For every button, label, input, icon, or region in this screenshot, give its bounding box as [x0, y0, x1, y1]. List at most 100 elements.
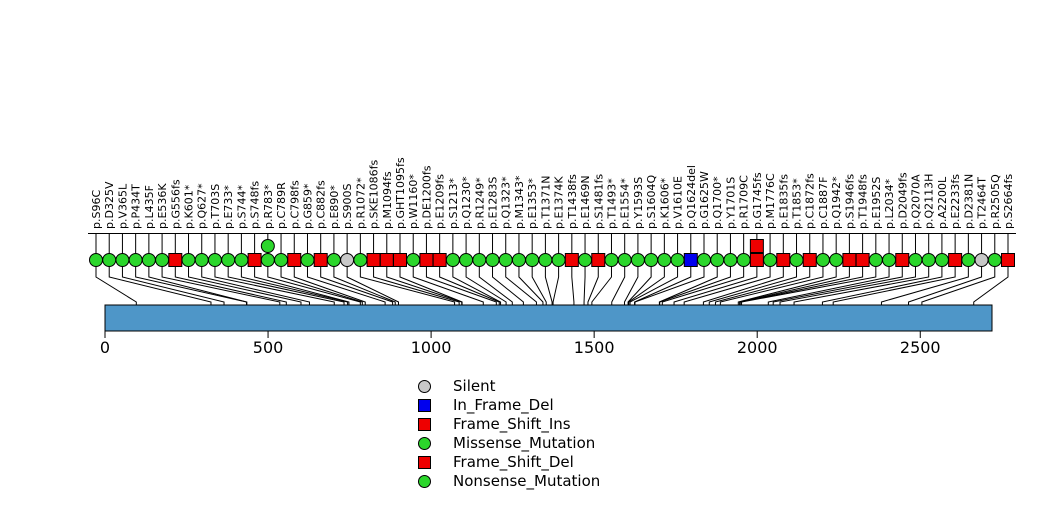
frame-shift-ins-marker-icon	[418, 418, 431, 431]
mutation-marker-nonsense_mutation	[657, 253, 672, 267]
mutation-marker-missense_mutation	[763, 253, 778, 267]
mutation-label: p.S748fs	[249, 181, 262, 229]
mutation-label: p.SKE1086fs	[368, 160, 381, 229]
mutation-marker-nonsense_mutation	[260, 253, 275, 267]
mutation-marker-nonsense_mutation	[617, 253, 632, 267]
mutation-marker-nonsense_mutation	[472, 253, 487, 267]
mutation-marker-nonsense_mutation	[300, 253, 315, 267]
mutation-marker-frame_shift_del	[366, 253, 381, 267]
mutation-label: p.E1374K	[553, 176, 566, 229]
mutation-marker-nonsense_mutation	[221, 253, 236, 267]
legend-label: Frame_Shift_Del	[453, 453, 574, 471]
mutation-label: p.E1469N	[579, 175, 592, 229]
mutation-marker-missense_mutation	[551, 253, 566, 267]
legend-item-missense: Missense_Mutation	[418, 434, 600, 453]
mutation-marker-stacked	[260, 239, 275, 253]
mutation-marker-missense_mutation	[155, 253, 170, 267]
mutation-label: p.C789R	[275, 182, 288, 229]
axis-tick-label: 0	[100, 338, 110, 357]
mutation-marker-missense_mutation	[961, 253, 976, 267]
mutation-marker-missense_mutation	[736, 253, 751, 267]
mutation-label: p.E1554*	[619, 178, 632, 229]
mutation-marker-frame_shift_del	[591, 253, 606, 267]
mutation-marker-nonsense_mutation	[498, 253, 513, 267]
legend-label: Silent	[453, 377, 496, 395]
mutation-marker-missense_mutation	[987, 253, 1002, 267]
mutation-label: p.Q1700*	[711, 176, 724, 229]
mutation-marker-missense_mutation	[815, 253, 830, 267]
mutation-marker-missense_mutation	[102, 253, 117, 267]
nonsense-marker-icon	[418, 475, 431, 488]
mutation-marker-frame_shift_ins	[564, 253, 579, 267]
mutation-marker-nonsense_mutation	[406, 253, 421, 267]
gene-body-bar	[104, 304, 993, 332]
mutation-marker-missense_mutation	[670, 253, 685, 267]
mutation-marker-frame_shift_ins	[948, 253, 963, 267]
mutation-marker-nonsense_mutation	[710, 253, 725, 267]
mutation-label: p.Q1230*	[460, 176, 473, 229]
legend-item-frame-shift-del: Frame_Shift_Del	[418, 453, 600, 472]
mutation-label: p.E1353*	[526, 178, 539, 229]
mutation-label: p.T1493*	[605, 178, 618, 229]
frame-shift-del-marker-icon	[418, 456, 431, 469]
mutation-marker-nonsense_mutation	[181, 253, 196, 267]
mutation-marker-missense_mutation	[697, 253, 711, 267]
mutation-marker-missense_mutation	[644, 253, 659, 267]
mutation-marker-nonsense_mutation	[326, 253, 341, 267]
mutation-marker-missense_mutation	[868, 253, 883, 267]
mutation-label: p.D2049fs	[896, 172, 909, 229]
mutation-label: p.L435F	[143, 185, 156, 229]
mutation-marker-frame_shift_del	[776, 253, 791, 267]
mutation-marker-missense_mutation	[207, 253, 222, 267]
legend-item-silent: Silent	[418, 377, 600, 396]
legend-label: Missense_Mutation	[453, 434, 596, 452]
mutation-marker-frame_shift_ins	[168, 253, 183, 267]
mutation-label: p.Q2070A	[909, 174, 922, 229]
silent-marker-icon	[418, 380, 431, 393]
mutation-label: p.V365L	[116, 183, 129, 229]
mutation-label: p.Y1701S	[724, 177, 737, 229]
mutation-label: p.G1745fs	[751, 172, 764, 229]
mutation-label: p.S2664fs	[1002, 174, 1015, 229]
mutation-marker-missense_mutation	[908, 253, 923, 267]
mutation-label: p.Q1942*	[830, 176, 843, 229]
legend-item-nonsense: Nonsense_Mutation	[418, 472, 600, 491]
mutation-label: p.Q2113H	[923, 174, 936, 229]
legend-label: In_Frame_Del	[453, 396, 554, 414]
mutation-label: p.C1887F	[817, 177, 830, 229]
mutation-marker-in_frame_del	[683, 253, 698, 267]
mutation-marker-missense_mutation	[578, 253, 593, 267]
mutation-label: p.E1283S	[487, 177, 500, 229]
mutation-label: p.S1213*	[447, 178, 460, 229]
mutation-label: p.Y1593S	[632, 177, 645, 229]
mutation-marker-frame_shift_del	[895, 253, 910, 267]
mutation-marker-nonsense_mutation	[511, 253, 526, 267]
mutation-marker-frame_shift_del	[393, 253, 407, 267]
mutation-label: p.E2233fs	[949, 174, 962, 229]
mutation-label: p.Q627*	[196, 183, 209, 229]
mutation-marker-frame_shift_ins	[749, 253, 764, 267]
axis-tick-label: 1000	[411, 338, 452, 357]
mutation-marker-missense_mutation	[934, 253, 949, 267]
mutation-label: p.T1371N	[539, 176, 552, 229]
mutation-marker-silent	[340, 253, 355, 267]
mutation-label: p.R783*	[262, 184, 275, 229]
mutation-label: p.E536K	[156, 183, 169, 229]
mutation-marker-nonsense_mutation	[459, 253, 474, 267]
mutation-marker-frame_shift_ins	[802, 253, 817, 267]
mutation-marker-missense_mutation	[128, 253, 143, 267]
mutation-label: p.R2505Q	[989, 174, 1002, 229]
legend-item-in-frame-del: In_Frame_Del	[418, 396, 600, 415]
mutation-marker-nonsense_mutation	[525, 253, 540, 267]
mutation-marker-missense_mutation	[630, 253, 645, 267]
mutation-label: p.G556fs	[169, 179, 182, 229]
mutation-label: p.S96C	[90, 190, 103, 229]
mutation-label: p.M1776C	[764, 173, 777, 229]
mutation-label: p.D325V	[103, 181, 116, 229]
mutation-label: p.V1610E	[672, 176, 685, 229]
axis-tick-label: 500	[253, 338, 284, 357]
mutation-marker-frame_shift_del	[379, 253, 394, 267]
legend-label: Frame_Shift_Ins	[453, 415, 571, 433]
mutation-marker-frame_shift_del	[247, 253, 262, 267]
missense-marker-icon	[418, 437, 431, 450]
